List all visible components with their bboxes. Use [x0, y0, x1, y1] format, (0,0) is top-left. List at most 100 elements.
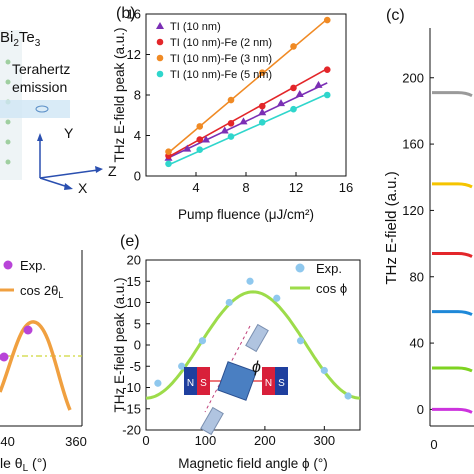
panel-b-y-tick-label: 0	[134, 169, 141, 184]
axis-x-label: X	[78, 180, 88, 196]
panel-b-point	[227, 120, 235, 127]
panel-e-point	[198, 337, 207, 345]
panel-b-point	[220, 126, 229, 134]
magnet-diagram: N S N S ϕ	[184, 323, 288, 436]
panel-b-legend-label: TI (10 nm)	[170, 21, 221, 33]
panel-e-y-tick-label: -15	[122, 401, 141, 416]
panel-c-chart: (c) 0 40 80 120 160 200 0 THz E-field (a.u.)	[383, 7, 474, 452]
panel-b-point	[290, 84, 297, 92]
panel-b-y-tick-label: 16	[127, 7, 141, 22]
panel-c-y-tick-label: 120	[402, 203, 424, 218]
panel-e-point	[344, 392, 352, 400]
panel-e-point	[154, 379, 162, 387]
panel-e-legend-exp: Exp.	[316, 261, 342, 276]
thz-beam	[0, 100, 70, 118]
panel-e-y-tick-label: 5	[134, 316, 141, 331]
panel-b-point	[227, 96, 235, 104]
magnet-label: S	[200, 378, 207, 389]
panel-e-ylabel: THz E-field peak (a.u.)	[112, 277, 127, 412]
panel-c-y-tick-label: 80	[410, 269, 424, 284]
panel-e-y-tick-label: -5	[129, 359, 141, 374]
panel-c-series-line	[432, 91, 473, 98]
panel-b-chart: 4 8 12 16 0 4 8 12 16 TI (10 nm) TI (10 nm)-Fe (2…	[112, 5, 353, 222]
panel-b-point	[258, 69, 266, 77]
panel-b-fit-line	[167, 18, 328, 154]
panel-b-y-tick-label: 8	[134, 88, 141, 103]
panel-c-series-line	[432, 366, 473, 373]
angle-annotation: ϕ	[252, 359, 261, 376]
panel-b-point	[196, 136, 204, 143]
panel-e-y-tick-label: 0	[134, 338, 141, 353]
panel-b-point	[196, 146, 204, 153]
rotated-magnet-bottom	[200, 406, 224, 436]
panel-e-y-tick-label: 20	[127, 253, 141, 268]
panel-d-x-tick: 360	[65, 434, 87, 449]
panel-e-x-tick-label: 0	[142, 433, 149, 448]
panel-c-series-line	[432, 310, 473, 316]
axis-x-arrow	[39, 177, 69, 188]
panel-b-point	[323, 16, 331, 24]
panel-b-x-tick-label: 8	[242, 180, 249, 195]
panel-c-y-tick-label: 0	[417, 402, 424, 417]
panel-b-label: (b)	[116, 5, 136, 22]
panel-a: Bi2Te3 Terahertz emission Y Z X	[0, 29, 117, 196]
magnet-label: N	[265, 378, 272, 389]
panel-e-y-tick-label: 15	[127, 274, 141, 289]
panel-e-label: (e)	[120, 233, 140, 250]
panel-d-x-tick: 240	[0, 434, 15, 449]
panel-c-series-line	[432, 182, 473, 189]
magnet-left-s	[197, 367, 210, 395]
panel-b-legend-marker	[156, 22, 164, 29]
panel-b-legend-label: TI (10 nm)-Fe (2 nm)	[170, 37, 272, 49]
panel-b-point	[227, 133, 235, 140]
magnet-label: N	[187, 378, 194, 389]
panel-b-point	[290, 43, 297, 50]
panel-d-legend-marker	[3, 260, 13, 270]
panel-b-point	[277, 99, 285, 107]
panel-c-y-tick-label: 160	[402, 137, 424, 152]
panel-b-point	[258, 119, 266, 126]
axis-z-label: Z	[108, 163, 117, 179]
panel-b-fit-line	[168, 82, 328, 159]
panel-c-series-line	[432, 252, 473, 258]
panel-b-x-tick-label: 16	[339, 180, 353, 195]
magnet-right-s	[262, 367, 275, 395]
panel-d-point	[0, 352, 9, 362]
panel-b-point	[290, 105, 297, 113]
panel-e-x-tick-label: 300	[313, 433, 335, 448]
panel-c-ylabel: THz E-field (a.u.)	[383, 171, 400, 284]
panel-b-point	[239, 117, 248, 125]
panel-b-point	[314, 80, 323, 88]
panel-b-legend-marker	[156, 70, 164, 78]
panel-d-legend-exp: Exp.	[20, 258, 46, 273]
panel-d-fit-curve	[0, 320, 72, 411]
panel-c-x-tick: 0	[430, 437, 437, 452]
panel-e-point	[178, 362, 186, 370]
panel-e-y-tick-label: -20	[122, 423, 141, 438]
magnet-right-n	[275, 367, 288, 395]
panel-e-point	[320, 366, 328, 375]
polarization-icon	[35, 105, 49, 113]
panel-b-legend-marker	[156, 54, 164, 62]
panel-d-chart: Exp. cos 2θL 240 360 le θL (°)	[0, 250, 87, 474]
magnet-label: S	[278, 378, 285, 389]
panel-e-legend-fit: cos ϕ	[316, 281, 347, 296]
panel-b-x-tick-label: 4	[192, 180, 199, 195]
panel-b-legend-marker	[156, 38, 164, 46]
panel-b-fit-line	[168, 67, 328, 158]
panel-e-point	[273, 294, 281, 302]
panel-e-point	[246, 277, 254, 285]
panel-e-x-tick-label: 200	[254, 433, 276, 448]
panel-e-point	[296, 337, 305, 345]
panel-b-point	[202, 135, 210, 143]
panel-e-y-tick-label: 10	[127, 295, 141, 310]
panel-b-point	[165, 148, 172, 155]
emission-label-line1: Terahertz	[12, 61, 70, 77]
panel-b-y-tick-label: 4	[134, 128, 141, 143]
panel-b-point	[323, 66, 331, 73]
rotated-magnet-top	[245, 323, 269, 353]
panel-c-y-tick-label: 200	[402, 70, 424, 85]
panel-d-xlabel: le θL (°)	[0, 455, 47, 474]
panel-e-legend-marker	[295, 263, 305, 273]
